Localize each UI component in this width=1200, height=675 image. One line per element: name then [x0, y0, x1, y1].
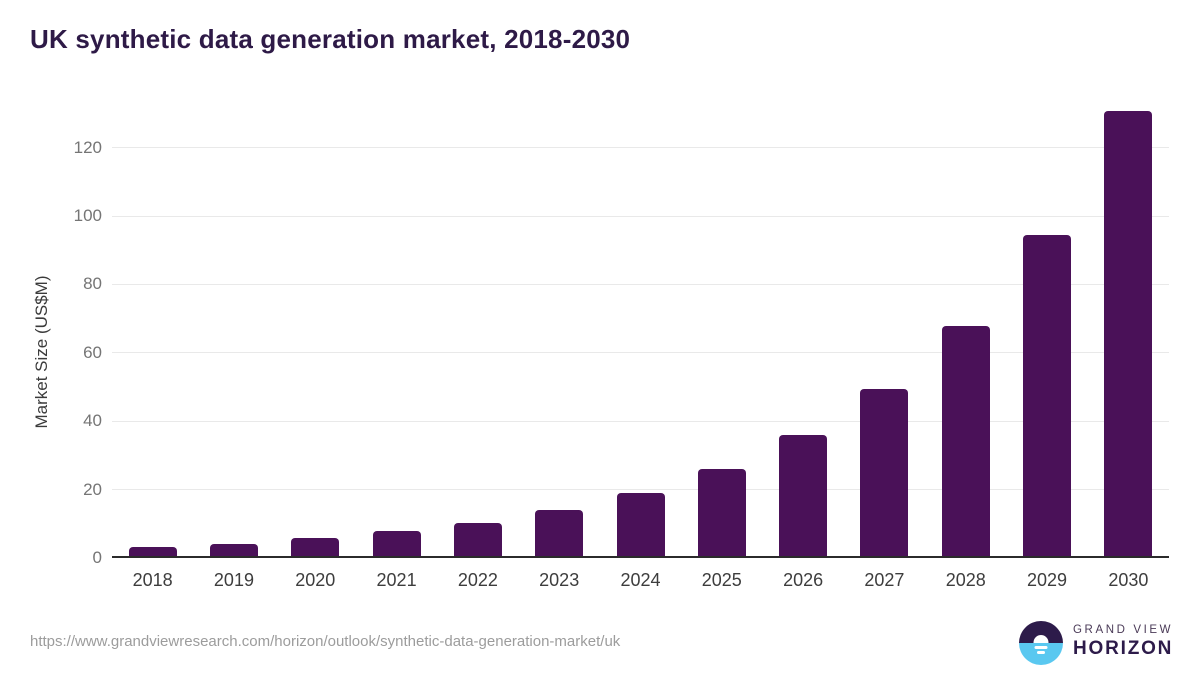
gridline — [112, 489, 1169, 491]
bar-2023 — [535, 510, 584, 558]
y-tick-label: 40 — [83, 411, 102, 431]
bar-2021 — [372, 530, 421, 558]
bar-2028 — [941, 325, 990, 558]
y-tick-label: 80 — [83, 274, 102, 294]
y-tick-label: 20 — [83, 479, 102, 499]
logo-text: GRAND VIEW HORIZON — [1073, 624, 1173, 660]
x-tick-label: 2022 — [457, 570, 498, 590]
bar-2027 — [860, 389, 909, 558]
x-tick-label: 2025 — [701, 570, 742, 590]
x-tick-label: 2029 — [1027, 570, 1068, 590]
gridline — [112, 420, 1169, 422]
bar-2025 — [697, 469, 746, 558]
gridline — [112, 352, 1169, 354]
bar-2026 — [779, 435, 828, 558]
x-tick-label: 2020 — [295, 570, 336, 590]
horizon-sun-logo-icon — [1019, 621, 1063, 665]
logo-product-name: HORIZON — [1073, 638, 1174, 659]
bar-2030 — [1104, 111, 1153, 558]
x-tick-label: 2018 — [132, 570, 173, 590]
chart-title: UK synthetic data generation market, 201… — [30, 24, 631, 54]
x-tick-label: 2028 — [945, 570, 986, 590]
bar-2029 — [1023, 235, 1072, 558]
gridline — [112, 215, 1169, 217]
x-axis-line — [112, 556, 1169, 558]
bar-2019 — [209, 544, 258, 558]
x-tick-label: 2030 — [1108, 570, 1149, 590]
y-tick-label: 0 — [92, 548, 102, 567]
sun-reflection-line — [1034, 646, 1048, 649]
gridline — [112, 147, 1169, 149]
y-tick-label: 60 — [83, 342, 102, 362]
sun-reflection-line — [1037, 651, 1045, 654]
source-url: https://www.grandviewresearch.com/horizo… — [30, 633, 621, 650]
sun-icon — [1033, 635, 1049, 643]
bar-2020 — [291, 538, 340, 558]
x-tick-label: 2019 — [213, 570, 254, 590]
y-tick-label: 120 — [73, 137, 102, 157]
bar-2024 — [616, 492, 665, 558]
y-tick-label: 100 — [73, 206, 102, 225]
bar-2022 — [453, 523, 502, 558]
gridline — [112, 283, 1169, 285]
brand-logo: GRAND VIEW HORIZON — [1019, 621, 1179, 665]
logo-brand-name: GRAND VIEW — [1073, 624, 1174, 636]
x-tick-label: 2021 — [376, 570, 417, 590]
x-tick-label: 2023 — [539, 570, 580, 590]
bar-2018 — [128, 547, 177, 558]
x-tick-label: 2027 — [864, 570, 905, 590]
x-tick-label: 2026 — [783, 570, 824, 590]
x-tick-label: 2024 — [620, 570, 661, 590]
